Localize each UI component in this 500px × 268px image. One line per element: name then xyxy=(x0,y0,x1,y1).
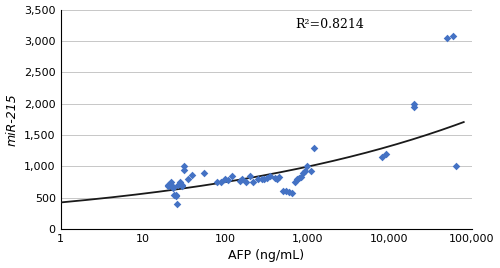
Point xyxy=(290,180,298,184)
Point xyxy=(218,180,226,184)
Point xyxy=(306,169,314,173)
Point xyxy=(249,180,257,184)
Point xyxy=(168,185,176,189)
Point xyxy=(180,164,188,169)
Point xyxy=(300,170,308,175)
Point xyxy=(170,192,178,197)
Point xyxy=(188,173,196,177)
Point xyxy=(288,191,296,195)
Point xyxy=(410,105,418,109)
Point xyxy=(452,164,460,169)
Point xyxy=(310,145,318,150)
Point xyxy=(296,176,304,180)
Point xyxy=(260,177,268,181)
Point xyxy=(274,175,282,179)
Point xyxy=(278,189,286,193)
Point xyxy=(262,176,270,180)
Point xyxy=(224,178,232,182)
Point xyxy=(382,152,390,156)
Point xyxy=(238,177,246,181)
Point xyxy=(178,184,186,188)
X-axis label: AFP (ng/mL): AFP (ng/mL) xyxy=(228,250,304,262)
Point xyxy=(378,155,386,159)
Point xyxy=(302,169,310,173)
Point xyxy=(304,164,312,169)
Point xyxy=(184,177,192,181)
Point xyxy=(443,36,451,40)
Point xyxy=(168,185,176,190)
Point xyxy=(172,194,179,199)
Point xyxy=(180,168,188,172)
Point xyxy=(254,177,262,181)
Point xyxy=(285,190,293,194)
Point xyxy=(173,202,181,206)
Text: R²=0.8214: R²=0.8214 xyxy=(295,18,364,31)
Point xyxy=(282,189,290,193)
Point xyxy=(176,180,184,184)
Point xyxy=(164,184,172,188)
Point xyxy=(293,177,301,181)
Point xyxy=(176,182,184,186)
Point xyxy=(298,175,306,179)
Point xyxy=(228,174,235,178)
Point xyxy=(167,180,175,184)
Point xyxy=(164,183,172,187)
Point xyxy=(246,174,254,178)
Point xyxy=(174,183,182,187)
Point xyxy=(410,102,418,106)
Point xyxy=(242,180,250,184)
Point xyxy=(266,174,274,178)
Point xyxy=(178,183,186,187)
Point xyxy=(167,183,175,187)
Point xyxy=(450,34,458,38)
Point xyxy=(270,176,278,180)
Point xyxy=(221,177,229,181)
Point xyxy=(273,177,281,181)
Point xyxy=(213,180,221,184)
Point xyxy=(172,193,179,197)
Point xyxy=(258,177,266,181)
Point xyxy=(200,170,207,175)
Y-axis label: miR-215: miR-215 xyxy=(6,93,18,146)
Point xyxy=(236,179,244,184)
